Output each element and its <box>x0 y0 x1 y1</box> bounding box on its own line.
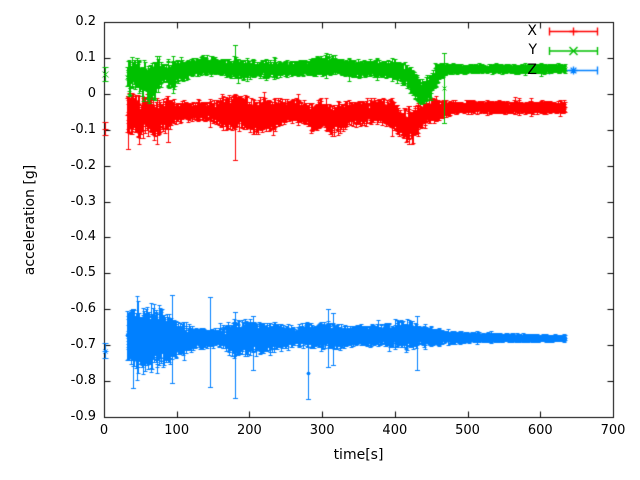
y-tick-label: -0.3 <box>70 193 96 209</box>
x-tick-label: 300 <box>309 423 335 438</box>
x-tick-label: 100 <box>164 423 190 438</box>
x-tick-label: 500 <box>455 423 480 438</box>
legend-label-z: Z <box>527 62 537 78</box>
x-tick-label: 700 <box>600 423 626 438</box>
legend-label-y: Y <box>528 42 537 58</box>
x-tick-label: 200 <box>237 423 262 438</box>
y-tick-label: -0.4 <box>70 229 96 245</box>
x-axis-label: time[s] <box>333 447 384 463</box>
x-tick-label: 600 <box>527 423 553 438</box>
y-tick-label: -0.9 <box>70 409 96 424</box>
y-tick-label: -0.2 <box>70 157 96 173</box>
y-tick-label: -0.8 <box>70 373 96 389</box>
y-tick-label: 0 <box>87 85 96 101</box>
y-axis-label: acceleration [g] <box>22 164 38 276</box>
x-tick-label: 400 <box>382 423 408 438</box>
legend-label-x: X <box>527 23 537 39</box>
y-tick-label: 0.1 <box>75 49 96 65</box>
y-tick-label: -0.5 <box>70 265 96 281</box>
x-tick-label: 0 <box>99 423 109 438</box>
y-tick-label: 0.2 <box>75 14 96 29</box>
y-tick-label: -0.6 <box>70 301 96 317</box>
y-tick-label: -0.1 <box>70 121 96 137</box>
y-tick-label: -0.7 <box>70 337 96 353</box>
